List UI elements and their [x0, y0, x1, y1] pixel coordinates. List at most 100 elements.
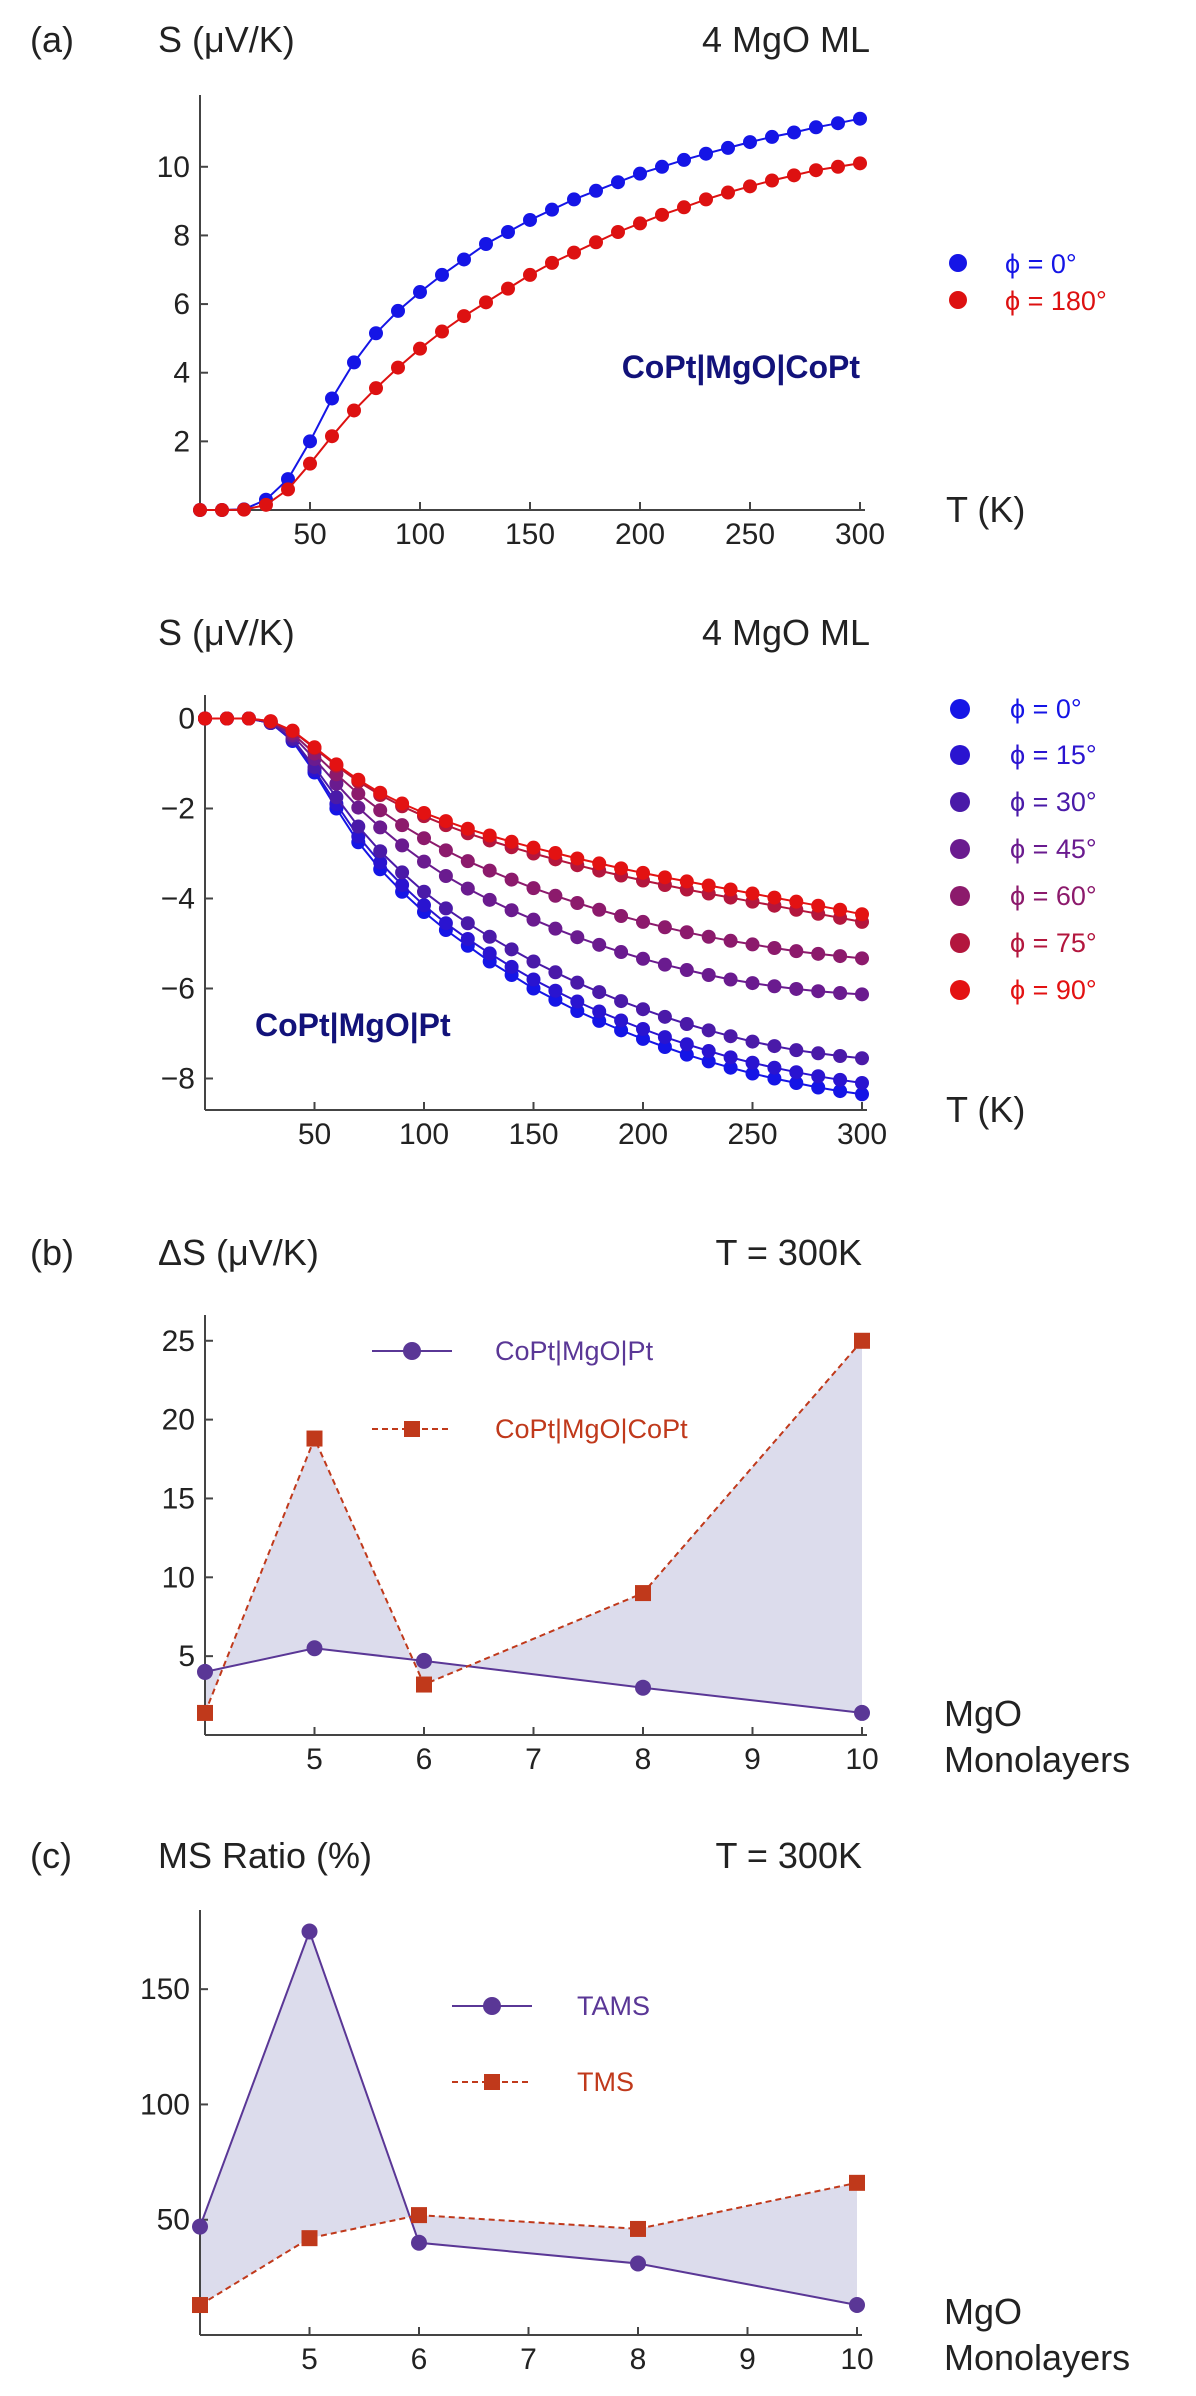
data-point: [523, 212, 537, 227]
x-tick-label: 9: [744, 1743, 761, 1776]
panel-a-bottom: S (μV/K) 4 MgO ML T (K) CoPt|MgO|Pt 50 10…: [158, 612, 1097, 1151]
data-point: [657, 870, 672, 885]
x-tick-label: 250: [727, 1118, 777, 1151]
data-point: [347, 403, 361, 418]
data-point: [855, 1051, 869, 1066]
data-point: [457, 252, 471, 267]
y-tick-label: 4: [173, 357, 190, 390]
data-point: [767, 1071, 782, 1086]
data-point: [417, 898, 431, 913]
data-point: [657, 957, 672, 972]
data-point: [192, 2297, 208, 2314]
plot-area-b: 5 6 7 8 9 10 5 10 15 20 25: [162, 1315, 879, 1776]
legend-label: ϕ = 90°: [1010, 975, 1097, 1005]
legend-label: CoPt|MgO|Pt: [495, 1336, 654, 1366]
legend-marker: [949, 254, 967, 272]
data-point: [504, 834, 519, 849]
data-point: [197, 1704, 213, 1721]
data-point: [417, 884, 431, 899]
data-point: [570, 994, 585, 1009]
data-point: [701, 878, 716, 893]
data-point: [482, 946, 497, 961]
x-tick-label: 10: [845, 1743, 878, 1776]
data-point: [545, 255, 559, 270]
panel-a-bottom-annotation: CoPt|MgO|Pt: [255, 1007, 451, 1043]
data-point: [811, 1080, 826, 1095]
panel-a-top-title: 4 MgO ML: [702, 19, 870, 60]
legend-marker: [950, 745, 970, 765]
data-point: [526, 840, 541, 855]
data-point: [438, 916, 453, 931]
data-point: [438, 901, 453, 916]
data-point: [193, 503, 207, 517]
panel-a-bottom-title: 4 MgO ML: [702, 612, 870, 653]
data-point: [831, 159, 845, 174]
panel-c-title: T = 300K: [716, 1835, 862, 1876]
data-point: [657, 920, 672, 935]
data-point: [767, 941, 782, 955]
data-point: [351, 772, 366, 787]
y-tick-label: 150: [140, 1973, 190, 2006]
x-tick-label: 250: [725, 518, 775, 551]
data-point: [636, 1022, 650, 1036]
data-point: [373, 844, 388, 859]
data-point: [811, 1046, 826, 1061]
data-point: [833, 1072, 848, 1087]
panel-b-xlabel-line1: MgO: [944, 1693, 1022, 1734]
data-point: [789, 981, 804, 996]
plot-area-a-bottom: 50 100 150 200 250 300 0 −2 −4 −6 −8: [161, 695, 887, 1151]
data-point: [482, 892, 497, 907]
y-tick-label: −2: [161, 793, 195, 826]
data-point: [679, 874, 694, 889]
data-point: [833, 949, 848, 964]
data-point: [699, 146, 713, 161]
data-point: [614, 945, 629, 960]
data-point: [743, 179, 757, 194]
data-point: [192, 2218, 208, 2235]
panel-a-bottom-xlabel: T (K): [946, 1089, 1025, 1130]
data-point: [833, 1084, 848, 1099]
legend-label: ϕ = 15°: [1010, 740, 1097, 770]
data-point: [614, 1013, 629, 1028]
y-tick-label: −8: [161, 1063, 195, 1096]
data-point: [677, 200, 691, 215]
y-tick-label: 50: [157, 2204, 190, 2237]
data-point: [479, 295, 493, 310]
data-point: [438, 843, 453, 858]
data-point: [197, 1663, 213, 1680]
data-point: [504, 903, 519, 918]
data-point: [614, 909, 629, 924]
data-point: [811, 898, 826, 913]
data-point: [219, 711, 234, 726]
legend-c: TAMS TMS: [452, 1991, 650, 2097]
data-point: [329, 790, 344, 805]
data-point: [417, 831, 431, 846]
data-point: [416, 1676, 432, 1693]
legend-marker: [484, 2074, 500, 2090]
data-point: [723, 1050, 738, 1065]
data-point: [635, 1585, 651, 1602]
data-point: [369, 326, 383, 341]
data-point: [789, 1043, 804, 1058]
panel-c-label: (c): [30, 1835, 72, 1876]
data-point: [457, 309, 471, 324]
panel-c: (c) MS Ratio (%) T = 300K MgO Monolayers…: [30, 1835, 1130, 2378]
panel-b-ylabel: ΔS (μV/K): [158, 1232, 319, 1273]
data-point: [833, 986, 848, 1000]
data-point: [789, 1065, 804, 1080]
legend-a-top: ϕ = 0° ϕ = 180°: [949, 249, 1107, 316]
data-point: [460, 854, 475, 869]
data-point: [767, 1060, 782, 1075]
panel-c-xlabel-line2: Monolayers: [944, 2337, 1130, 2378]
data-point: [636, 1031, 650, 1046]
data-point: [351, 786, 366, 801]
data-point: [809, 163, 823, 178]
data-point: [391, 303, 405, 318]
data-point: [548, 921, 563, 936]
data-point: [241, 711, 256, 726]
data-point: [413, 285, 427, 300]
y-tick-label: 2: [173, 425, 190, 458]
data-point: [723, 1060, 738, 1075]
x-tick-label: 100: [399, 1118, 449, 1151]
x-tick-label: 150: [508, 1118, 558, 1151]
